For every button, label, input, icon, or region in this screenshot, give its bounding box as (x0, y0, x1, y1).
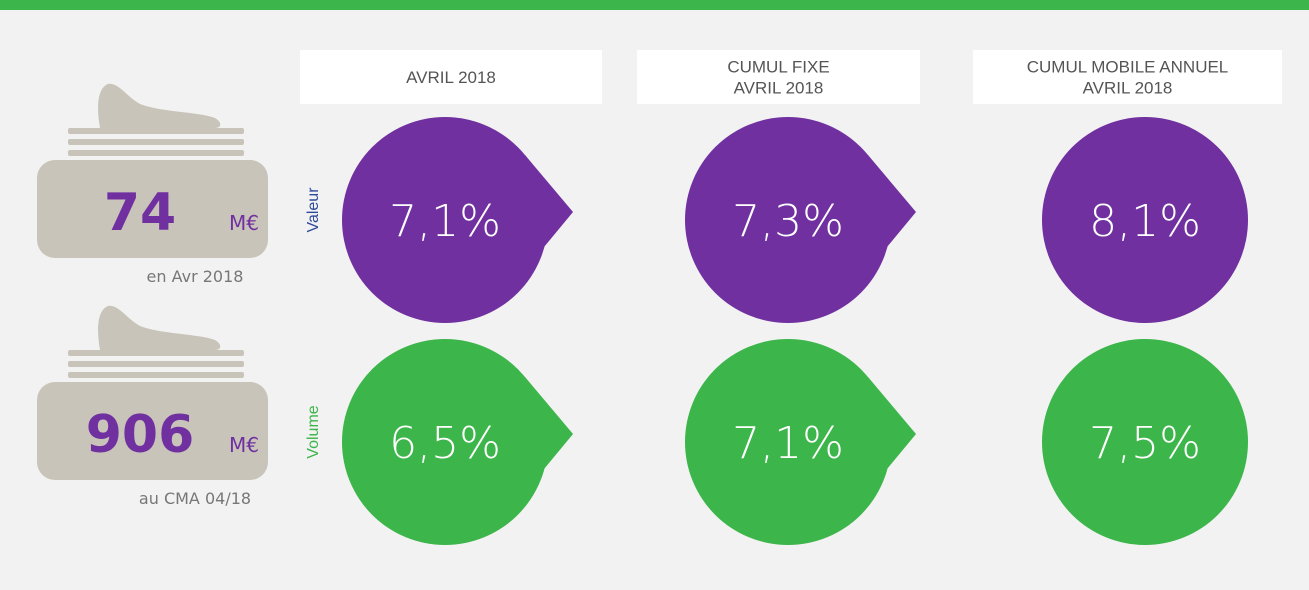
column-header: AVRIL 2018 (1083, 79, 1173, 98)
jar-lid-stripe (68, 372, 244, 378)
row-label: Volume (305, 405, 322, 458)
jar-top (98, 305, 221, 350)
row-label: Valeur (305, 187, 322, 233)
jar-body (37, 382, 268, 480)
card-unit: M€ (229, 433, 259, 457)
bubble (342, 339, 548, 545)
bubble (342, 117, 548, 323)
card-unit: M€ (229, 211, 259, 235)
card-value: 906 (86, 405, 195, 465)
card-caption: en Avr 2018 (147, 267, 244, 286)
card-value: 74 (104, 183, 176, 243)
bubble-value: 7,1% (732, 418, 844, 469)
bubble (1042, 117, 1248, 323)
bubble-value: 6,5% (389, 418, 501, 469)
column-header-box (973, 50, 1282, 104)
top-bar (0, 0, 1309, 10)
jar-lid-stripe (68, 361, 244, 367)
jar-icon: 906 M€ au CMA 04/18 (37, 305, 268, 508)
bubble (685, 117, 891, 323)
bubble-value: 8,1% (1089, 196, 1201, 247)
jar-lid-stripe (68, 150, 244, 156)
column-header: AVRIL 2018 (406, 68, 496, 87)
jar-lid-stripe (68, 139, 244, 145)
bubble-value: 7,3% (732, 196, 844, 247)
jar-body (37, 160, 268, 258)
column-header: CUMUL MOBILE ANNUEL (1027, 58, 1229, 77)
jar-top (98, 83, 221, 128)
jar-lid-stripe (68, 350, 244, 356)
jar-icon: 74 M€ en Avr 2018 (37, 83, 268, 286)
column-header-box (637, 50, 920, 104)
column-header: AVRIL 2018 (734, 79, 824, 98)
jar-lid-stripe (68, 128, 244, 134)
bubble (685, 339, 891, 545)
column-header: CUMUL FIXE (727, 58, 829, 77)
bubble-value: 7,1% (389, 196, 501, 247)
bubble (1042, 339, 1248, 545)
column-header-box (300, 50, 602, 104)
card-caption: au CMA 04/18 (139, 489, 251, 508)
bubble-value: 7,5% (1089, 418, 1201, 469)
